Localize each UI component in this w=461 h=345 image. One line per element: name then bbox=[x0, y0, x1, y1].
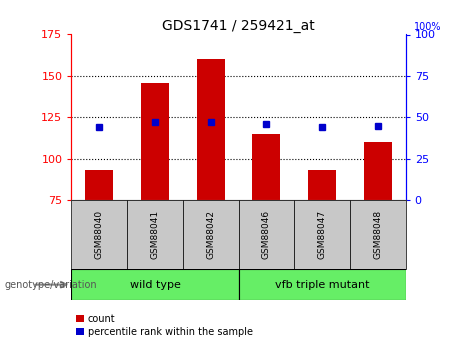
Text: wild type: wild type bbox=[130, 280, 180, 289]
Text: GSM88042: GSM88042 bbox=[206, 210, 215, 259]
Bar bbox=[238, 269, 406, 300]
Bar bbox=[183, 200, 238, 269]
Text: GSM88041: GSM88041 bbox=[150, 210, 160, 259]
Bar bbox=[197, 59, 225, 200]
Text: vfb triple mutant: vfb triple mutant bbox=[275, 280, 369, 289]
Text: GSM88047: GSM88047 bbox=[318, 210, 327, 259]
Text: GSM88048: GSM88048 bbox=[373, 210, 382, 259]
Bar bbox=[294, 200, 350, 269]
Text: genotype/variation: genotype/variation bbox=[5, 280, 97, 289]
Bar bbox=[141, 82, 169, 200]
Bar bbox=[238, 200, 294, 269]
Bar bbox=[85, 170, 113, 200]
Legend: count, percentile rank within the sample: count, percentile rank within the sample bbox=[77, 314, 253, 337]
Bar bbox=[308, 170, 336, 200]
Bar bbox=[350, 200, 406, 269]
Bar bbox=[253, 134, 280, 200]
Bar bbox=[364, 142, 392, 200]
Title: GDS1741 / 259421_at: GDS1741 / 259421_at bbox=[162, 19, 315, 33]
Bar bbox=[71, 269, 239, 300]
Text: 100%: 100% bbox=[414, 22, 442, 32]
Bar bbox=[127, 200, 183, 269]
Text: GSM88040: GSM88040 bbox=[95, 210, 104, 259]
Bar bbox=[71, 200, 127, 269]
Text: GSM88046: GSM88046 bbox=[262, 210, 271, 259]
